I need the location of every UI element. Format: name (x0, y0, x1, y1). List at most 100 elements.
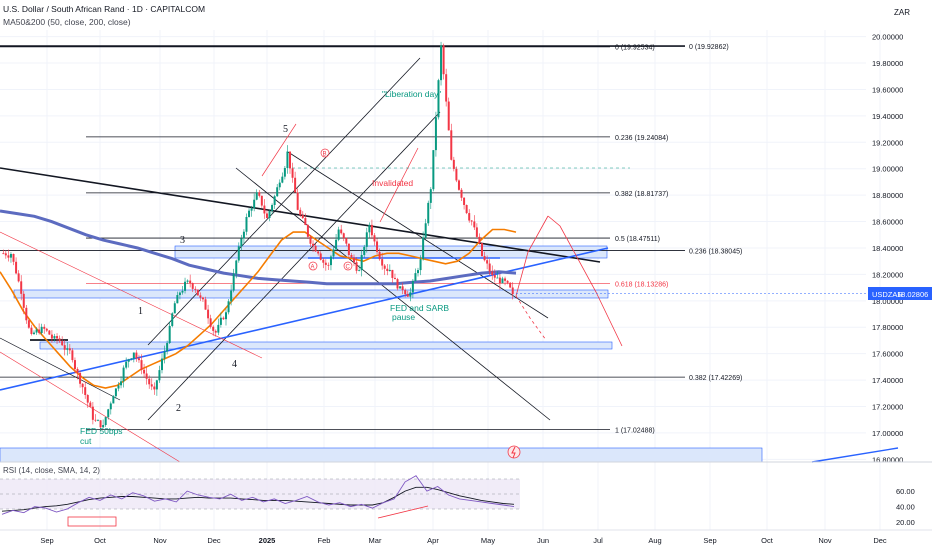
candle-body (163, 351, 166, 359)
candle-body (358, 270, 361, 271)
candle-body (4, 253, 7, 256)
candle-body (50, 334, 53, 339)
candle-body (30, 327, 33, 334)
candle-body (427, 202, 430, 224)
svg-text:A: A (311, 265, 315, 271)
candle-body (445, 74, 448, 102)
x-tick-label: Nov (818, 536, 832, 545)
candle-body (38, 329, 41, 334)
channel-line-cross1 (235, 167, 551, 421)
x-tick-label: Dec (873, 536, 887, 545)
ma-indicator-label[interactable]: MA50&200 (50, close, 200, close) (3, 17, 131, 27)
candle-body (79, 373, 82, 384)
candle-body (376, 241, 379, 252)
candle-body (312, 243, 315, 246)
candle-body (278, 182, 281, 188)
candle-body (329, 256, 332, 266)
event-flash-icon (507, 445, 521, 459)
y-tick-label: 18.00000 (872, 297, 903, 306)
candle-body (342, 233, 345, 239)
candle-body (286, 151, 289, 169)
candle-body (309, 236, 312, 244)
candle-body (424, 223, 427, 238)
price-axis[interactable]: 20.00000 19.80000 19.60000 19.40000 19.20000… (872, 33, 903, 465)
candle-body (81, 383, 84, 388)
candle-body (178, 292, 181, 296)
x-tick-label: Sep (40, 536, 53, 545)
x-tick-label: Nov (153, 536, 167, 545)
candle-body (283, 168, 286, 177)
fib-secondary-0-label: 0 (19.92862) (689, 44, 729, 51)
candle-body (153, 386, 156, 390)
candle-body (217, 324, 220, 333)
y-tick-label: 19.00000 (872, 165, 903, 174)
time-axis[interactable]: Sep Oct Nov Dec 2025 Feb Mar Apr May Jun Jul Aug Sep… (40, 536, 887, 545)
rsi-indicator-label[interactable]: RSI (14, close, SMA, 14, 2) (3, 466, 100, 475)
candle-body (353, 257, 355, 263)
candle-body (25, 307, 28, 321)
candle-body (12, 253, 15, 262)
candle-body (409, 292, 412, 297)
candle-body (212, 326, 215, 331)
candle-body (9, 253, 12, 258)
candle-body (66, 348, 69, 350)
candle-body (84, 387, 87, 395)
candle-body (150, 384, 153, 387)
candle-body (314, 245, 317, 252)
candle-body (478, 236, 481, 244)
candle-body (58, 338, 61, 342)
wave-label-4: 4 (232, 359, 237, 370)
rsi-tick-label: 40.00 (896, 503, 915, 512)
candle-body (45, 328, 48, 331)
candle-body (245, 216, 248, 232)
candle-body (360, 254, 363, 271)
x-tick-label: Mar (369, 536, 382, 545)
candle-body (393, 277, 396, 280)
support-resistance-zones (0, 245, 763, 463)
channel-line-cross2 (287, 151, 549, 319)
candle-body (486, 260, 489, 264)
symbol-title[interactable]: U.S. Dollar / South African Rand · 1D · … (3, 4, 206, 14)
candle-body (143, 369, 146, 374)
candle-body (301, 215, 304, 219)
y-tick-label: 17.60000 (872, 350, 903, 359)
candle-body (291, 168, 294, 178)
rsi-pane (0, 461, 932, 527)
candle-body (76, 368, 79, 374)
candle-body (171, 313, 174, 326)
candle-body (440, 45, 443, 81)
x-tick-label: Oct (761, 536, 774, 545)
candle-body (201, 297, 204, 300)
candle-body (17, 273, 20, 282)
candle-body (2, 253, 5, 255)
y-tick-label: 17.80000 (872, 323, 903, 332)
candle-body (350, 254, 353, 258)
candle-body (120, 381, 123, 386)
candle-body (368, 224, 371, 233)
candle-body (40, 326, 43, 334)
ma200-line (0, 209, 517, 286)
candle-body (404, 290, 407, 295)
candle-body (414, 273, 417, 282)
candle-body (383, 265, 386, 269)
annotation-pause: pause (392, 312, 415, 322)
candle-body (227, 301, 230, 313)
candle-body (355, 262, 358, 271)
candle-body (432, 150, 435, 190)
candle-body (114, 388, 117, 397)
fib-secondary-2-label: 0.382 (17.42269) (689, 375, 742, 382)
candle-body (7, 255, 10, 258)
candle-body (258, 192, 261, 196)
y-tick-label: 18.80000 (872, 191, 903, 200)
candle-body (268, 210, 271, 219)
candle-body (460, 189, 463, 198)
wave-label-2: 2 (176, 403, 181, 414)
ma50-line (0, 228, 517, 389)
rsi-axis: 60.00 40.00 20.00 (896, 487, 915, 527)
candle-body (447, 101, 450, 131)
channel-line-upper (147, 57, 421, 346)
dark-channel-lower (0, 337, 121, 401)
y-tick-label: 19.40000 (872, 112, 903, 121)
zone-bottom (0, 447, 763, 463)
